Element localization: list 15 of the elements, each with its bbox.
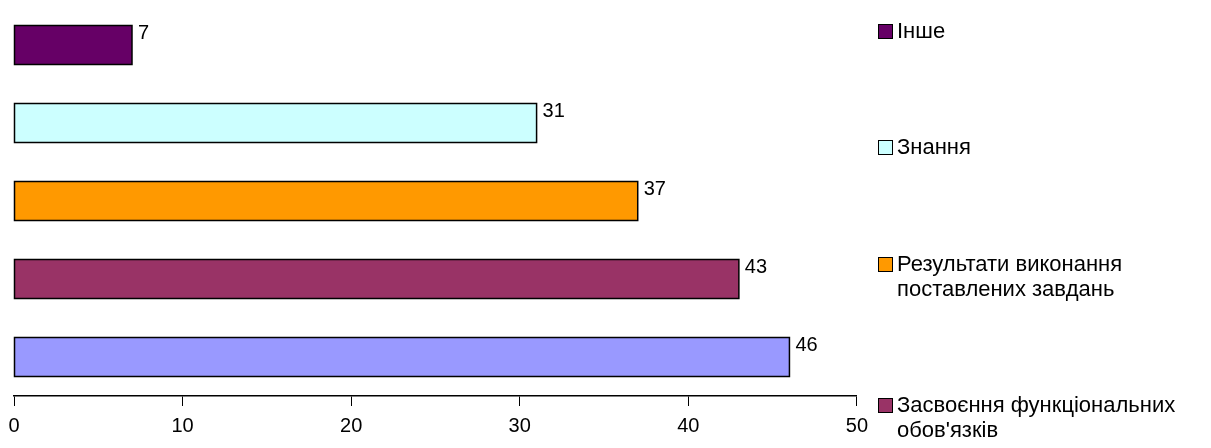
- legend-label: Інше: [897, 18, 946, 43]
- x-tick-label: 20: [340, 413, 363, 436]
- x-tick-label: 0: [8, 413, 20, 436]
- data-label: 31: [542, 98, 565, 121]
- data-label: 46: [795, 332, 818, 355]
- x-tick-label: 30: [508, 413, 531, 436]
- x-tick-label: 40: [677, 413, 700, 436]
- legend-label: Знання: [897, 134, 971, 160]
- x-tick-label: 10: [171, 413, 194, 436]
- data-label: 37: [643, 176, 666, 199]
- data-label: 43: [744, 254, 768, 277]
- legend-label: Засвоєння функціональних обов'язків: [897, 391, 1177, 442]
- data-label: 7: [138, 20, 150, 43]
- x-tick-label: 50: [845, 413, 868, 436]
- legend-label: Результати виконання поставлених завдань: [897, 250, 1124, 301]
